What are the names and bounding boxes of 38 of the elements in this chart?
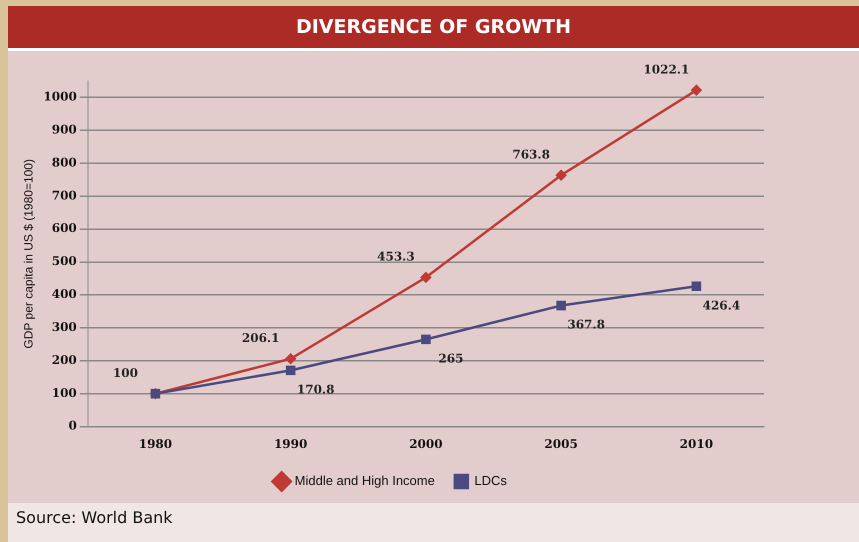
x-tick-label: 1990 [274, 436, 308, 451]
y-tick-label: 300 [52, 320, 77, 334]
data-label: 100 [112, 366, 138, 380]
x-tick-label: 2010 [680, 436, 714, 451]
point [556, 300, 566, 310]
y-tick-label: 700 [52, 188, 77, 202]
point [421, 334, 431, 344]
x-tick-label: 2000 [409, 436, 443, 451]
y-tick-label: 0 [68, 418, 77, 433]
y-tick-label: 900 [52, 122, 77, 136]
y-tick-label: 400 [52, 287, 77, 302]
data-label: 367.8 [567, 318, 605, 332]
chart-title: DIVERGENCE OF GROWTH [8, 6, 859, 48]
data-label: 206.1 [242, 330, 280, 345]
y-axis-title: GDP per capita in US $ (1980=100) [22, 159, 36, 349]
y-tick-label: 1000 [43, 90, 77, 104]
y-tick-label: 500 [52, 254, 77, 268]
x-tick-label: 2005 [544, 436, 578, 451]
point [286, 366, 296, 376]
y-tick-label: 600 [52, 221, 77, 236]
x-tick-label: 1980 [138, 436, 172, 451]
legend-label: LDCs [474, 473, 508, 488]
data-label: 453.3 [377, 250, 415, 264]
point [691, 84, 702, 96]
data-label: 265 [438, 352, 464, 366]
point [692, 281, 702, 292]
data-label: 763.8 [512, 147, 550, 162]
y-tick-label: 200 [52, 352, 77, 367]
source-note: Source: World Bank [16, 508, 173, 527]
legend-label: Middle and High Income [294, 473, 435, 488]
data-label: 1022.1 [643, 62, 690, 76]
y-tick-label: 100 [52, 386, 77, 400]
y-tick-label: 800 [52, 155, 77, 170]
point [420, 272, 432, 283]
point [556, 170, 566, 180]
data-label: 170.8 [296, 382, 334, 397]
point [285, 354, 296, 364]
data-label: 426.4 [702, 298, 740, 312]
